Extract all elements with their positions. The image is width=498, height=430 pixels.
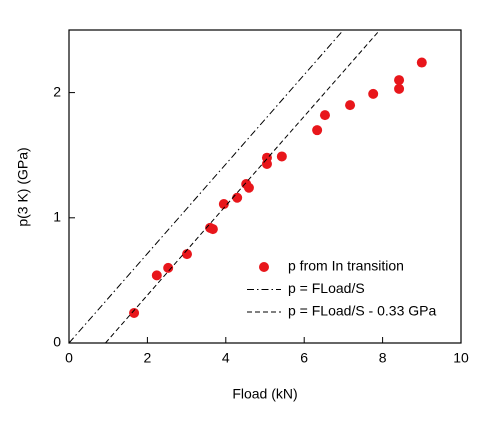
y-tick-label: 2	[53, 83, 61, 99]
scatter-point	[394, 75, 405, 86]
x-tick-label: 0	[65, 350, 73, 366]
fit-line	[105, 29, 381, 344]
scatter-point	[276, 151, 287, 162]
fit-line	[68, 29, 344, 344]
x-tick-label: 2	[144, 350, 152, 366]
x-tick-label: 8	[379, 350, 387, 366]
y-tick-label: 1	[53, 209, 61, 225]
y-tick-label: 0	[53, 334, 61, 350]
scatter-point	[312, 125, 323, 136]
legend-label: p = FLoad/S - 0.33 GPa	[288, 303, 436, 319]
scatter-point	[368, 88, 379, 99]
legend-label: p = FLoad/S	[288, 280, 365, 296]
legend-marker	[259, 262, 269, 272]
x-tick-label: 4	[222, 350, 230, 366]
x-axis-label: Fload (kN)	[232, 386, 297, 402]
scatter-point	[243, 182, 254, 193]
scatter-point	[163, 262, 174, 273]
scatter-point	[181, 249, 192, 260]
legend-label: p from In transition	[288, 258, 404, 274]
scatter-point	[261, 158, 272, 169]
y-axis-label: p(3 K) (GPa)	[15, 147, 31, 226]
scatter-point	[151, 270, 162, 281]
x-tick-label: 10	[453, 350, 469, 366]
scatter-point	[218, 199, 229, 210]
scatter-point	[416, 57, 427, 68]
scatter-point	[207, 224, 218, 235]
scatter-point	[394, 83, 405, 94]
scatter-point	[345, 100, 356, 111]
scatter-point	[319, 110, 330, 121]
plot-frame	[68, 29, 462, 344]
scatter-point	[129, 307, 140, 318]
x-tick-label: 6	[300, 350, 308, 366]
scatter-point	[232, 192, 243, 203]
